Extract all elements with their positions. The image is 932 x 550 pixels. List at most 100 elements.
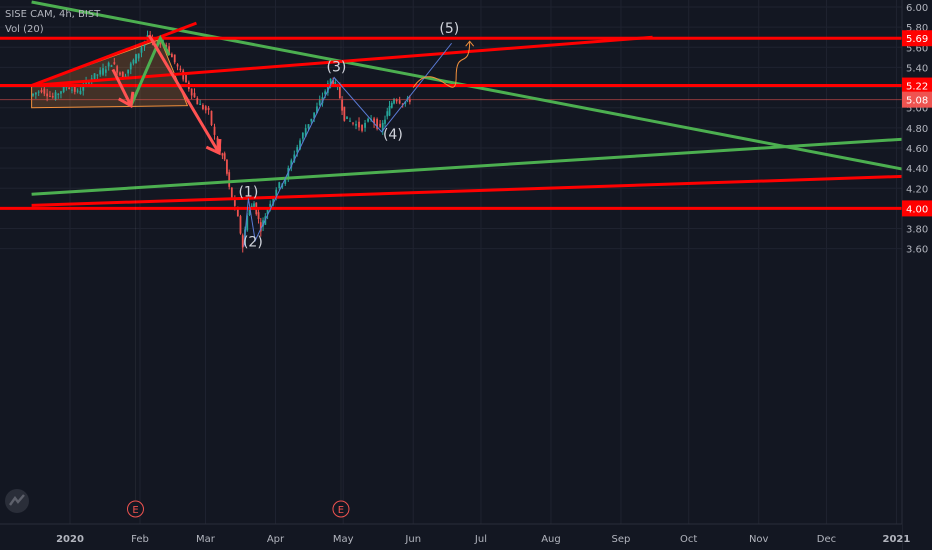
volume-indicator-label[interactable]: Vol (20): [5, 24, 44, 35]
candle-body: [129, 63, 132, 70]
wave-label: (2): [243, 235, 263, 251]
green-zigzag-line: [129, 34, 171, 107]
candle-body: [358, 121, 360, 128]
candle-body: [49, 95, 51, 97]
candle-body: [341, 99, 343, 111]
candle-body: [193, 92, 196, 98]
candle-body: [332, 80, 334, 85]
candle-body: [364, 122, 366, 128]
candle-body: [395, 99, 398, 102]
trendline: [31, 35, 653, 88]
candle-body: [408, 99, 411, 102]
y-tick-label: 4.20: [906, 184, 928, 195]
candle-body: [248, 209, 251, 215]
projection-curve: [412, 41, 471, 88]
candle-body: [196, 98, 199, 105]
candle-body: [223, 153, 226, 160]
candle-body: [119, 72, 121, 75]
candle-body: [390, 103, 393, 108]
candle-body: [352, 122, 354, 124]
x-tick-label: Feb: [131, 534, 149, 545]
y-tick-label: 4.80: [906, 124, 928, 135]
candle-body: [137, 53, 140, 59]
candle-body: [40, 90, 43, 93]
y-tick-label: 5.00: [906, 104, 928, 115]
price-axis: 3.603.804.004.204.404.604.805.005.205.40…: [902, 3, 932, 256]
time-axis: 2020 Feb Mar Apr May Jun Jul Aug Sep Oct Nov Dec 202…: [56, 534, 910, 545]
trendline: [31, 173, 932, 207]
candle-body: [278, 182, 281, 189]
candle-body: [213, 126, 216, 135]
x-tick-label: Jul: [474, 534, 487, 545]
candle-body: [51, 96, 54, 98]
x-tick-label: 2021: [883, 534, 911, 545]
candle-body: [173, 54, 176, 63]
price-level-badge: [902, 77, 932, 94]
wave-labels: (1) (2) (3) (4) (5): [238, 21, 459, 250]
candle-body: [132, 59, 135, 64]
candle-body: [168, 46, 170, 55]
candle-body: [37, 91, 40, 93]
candle-body: [107, 62, 110, 67]
y-tick-label: 3.60: [906, 245, 928, 256]
candle-body: [99, 70, 102, 75]
candle-body: [226, 159, 228, 174]
trendline: [31, 135, 932, 196]
elliott-wave-path: [243, 42, 453, 247]
candle-body: [388, 105, 391, 116]
tradingview-logo-icon[interactable]: [5, 489, 29, 513]
x-tick-label: Mar: [196, 534, 216, 545]
candle-body: [233, 199, 236, 206]
candle-body: [321, 97, 324, 104]
earnings-marker-icon: [332, 500, 350, 518]
x-tick-label: Dec: [817, 534, 836, 545]
candle-body: [398, 100, 401, 104]
candle-body: [324, 91, 327, 95]
candle-body: [386, 111, 389, 117]
triangle-pattern-area: [31, 38, 189, 109]
earnings-marker-label: E: [338, 505, 344, 516]
candle-body: [313, 112, 316, 119]
candle-body: [210, 110, 213, 126]
time-axis-panel[interactable]: [0, 524, 902, 550]
x-tick-label: 2020: [56, 534, 84, 545]
projection-arrow-head: [465, 40, 475, 47]
candle-body: [140, 47, 143, 53]
x-tick-label: Apr: [267, 534, 285, 545]
x-tick-label: Nov: [749, 534, 769, 545]
y-tick-label: 5.60: [906, 43, 928, 54]
candle-body: [334, 81, 337, 86]
candle-body: [159, 43, 162, 45]
earnings-marker-icon: [126, 500, 144, 518]
last-price-badge-label: 5.08: [906, 96, 928, 107]
candle-body: [343, 106, 346, 121]
candle-body: [236, 208, 239, 217]
candle-body: [401, 103, 404, 105]
candle-body: [349, 120, 351, 122]
candle-body: [176, 64, 179, 67]
candle-body: [329, 78, 332, 87]
candle-body: [57, 93, 60, 95]
candle-body: [376, 119, 378, 129]
candle-body: [190, 88, 193, 96]
candle-body: [241, 235, 244, 248]
candle-body: [355, 124, 357, 126]
candle-body: [367, 118, 369, 122]
candle-body: [379, 123, 382, 127]
candle-body: [316, 106, 318, 114]
x-tick-label: Aug: [541, 534, 561, 545]
candle-body: [93, 73, 96, 80]
chart-header: SISE CAM, 4h, BIST Vol (20): [5, 7, 100, 37]
candle-body: [228, 172, 231, 187]
candle-body: [60, 91, 62, 94]
red-arrow-head: [205, 138, 222, 156]
candle-body: [179, 68, 182, 70]
candle-body: [393, 99, 395, 104]
y-tick-label: 5.40: [906, 63, 928, 74]
candle-body: [124, 75, 127, 77]
candle-body: [46, 93, 49, 97]
symbol-title[interactable]: SISE CAM, 4h, BIST: [5, 9, 101, 20]
candle-body: [113, 62, 116, 65]
